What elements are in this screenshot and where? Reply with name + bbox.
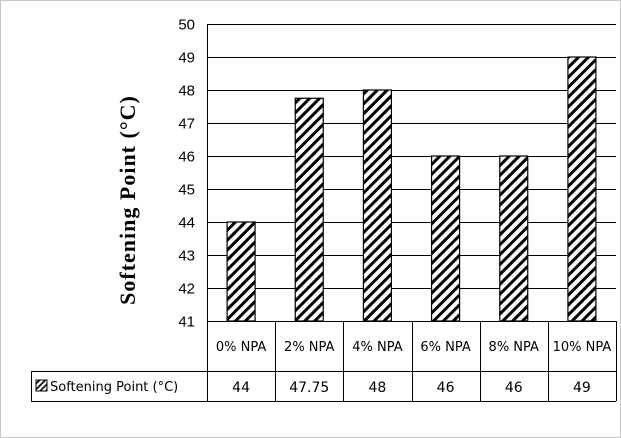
table-value-cell: 47.75: [289, 380, 329, 396]
y-tick-label: 45: [178, 182, 195, 199]
x-category-label: 0% NPA: [216, 340, 266, 355]
y-tick-label: 50: [178, 17, 195, 34]
y-tick-label: 46: [178, 149, 195, 166]
bar-6-npa: [430, 155, 461, 322]
table-value-cell: 46: [437, 380, 455, 396]
x-category-label: 6% NPA: [420, 340, 470, 355]
y-tick-label: 41: [178, 314, 195, 331]
bars: [226, 56, 597, 322]
y-tick-label: 42: [178, 281, 195, 298]
y-tick-label: 47: [178, 116, 195, 133]
y-tick-label: 43: [178, 248, 195, 265]
bar-4-npa: [362, 89, 393, 322]
y-axis-label: Softening Point (°C): [115, 95, 140, 305]
data-table: 0% NPA 2% NPA 4% NPA 6% NPA 8% NPA 10% NPA Sof…: [31, 321, 617, 402]
y-tick-label: 44: [178, 215, 195, 232]
x-category-label: 4% NPA: [352, 340, 402, 355]
y-tick-label: 49: [178, 50, 195, 67]
bar-0-npa: [226, 221, 256, 322]
bar-10-npa: [567, 56, 597, 322]
legend-series-name: Softening Point (°C): [50, 380, 178, 395]
x-category-label: 2% NPA: [284, 340, 334, 355]
x-category-label: 10% NPA: [553, 340, 612, 355]
bar-8-npa: [499, 155, 529, 322]
y-tick-labels: 41 42 43 44 45 46 47 48 49 50: [178, 17, 195, 331]
y-tick-label: 48: [178, 83, 195, 100]
table-value-cell: 49: [573, 380, 591, 396]
x-category-label: 8% NPA: [489, 340, 539, 355]
table-value-cell: 46: [505, 380, 523, 396]
table-value-cell: 44: [232, 380, 250, 396]
legend-swatch: [35, 379, 48, 392]
table-value-cell: 48: [369, 380, 387, 396]
bar-2-npa: [294, 97, 324, 322]
